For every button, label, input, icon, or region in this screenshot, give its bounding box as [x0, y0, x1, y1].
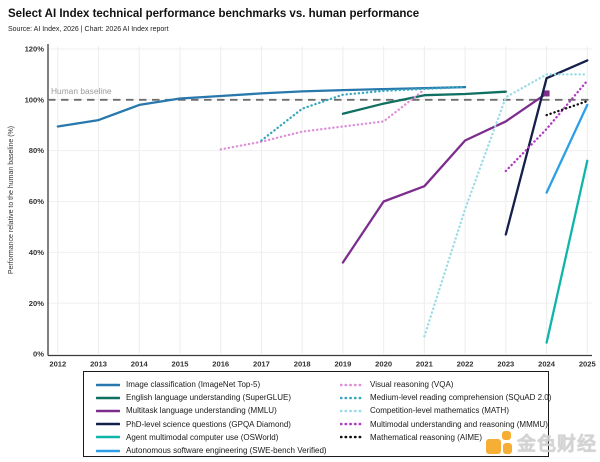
legend-swatch-icon	[340, 383, 364, 386]
legend-item: Mathematical reasoning (AIME)	[340, 431, 551, 444]
y-tick-label: 120%	[25, 45, 45, 54]
series-line	[341, 92, 548, 264]
x-tick-label: 2023	[497, 360, 514, 369]
y-axis-title: Performance relative to the human baseli…	[8, 126, 15, 274]
legend-item: Image classification (ImageNet Top-5)	[96, 378, 327, 391]
jinse-finance-logo-icon	[486, 430, 512, 456]
series-line	[260, 85, 467, 142]
x-tick-label: 2017	[253, 360, 270, 369]
legend-item-label: Autonomous software engineering (SWE-ben…	[126, 446, 327, 456]
legend-swatch-icon	[96, 396, 120, 400]
human-baseline-label: Human baseline	[51, 86, 112, 96]
legend-item: English language understanding (SuperGLU…	[96, 391, 327, 404]
x-tick-label: 2025	[579, 360, 597, 369]
legend-swatch-icon	[96, 422, 120, 426]
chart-source: Source: AI Index, 2026 | Chart: 2026 AI …	[8, 26, 169, 33]
legend-item-label: Visual reasoning (VQA)	[370, 380, 454, 390]
legend-item-label: Image classification (ImageNet Top-5)	[126, 380, 261, 390]
series-line	[56, 85, 467, 128]
x-tick-label: 2021	[416, 360, 434, 369]
series-line	[219, 88, 426, 151]
x-tick-label: 2016	[212, 360, 229, 369]
legend-swatch-icon	[96, 436, 120, 439]
legend-item-label: Agent multimodal computer use (OSWorld)	[126, 432, 279, 442]
x-tick-label: 2015	[172, 360, 190, 369]
series-line	[504, 59, 589, 236]
series-line	[341, 90, 507, 115]
legend-item-label: Multitask language understanding (MMLU)	[126, 406, 277, 416]
y-tick-label: 20%	[29, 299, 44, 308]
chart-title: Select AI Index technical performance be…	[8, 8, 420, 20]
legend-item: Autonomous software engineering (SWE-ben…	[96, 444, 327, 457]
y-tick-label: 100%	[25, 95, 45, 104]
legend-item: Medium-level reading comprehension (SQuA…	[340, 391, 551, 404]
x-tick-label: 2018	[294, 360, 311, 369]
watermark: 金色财经	[486, 429, 597, 456]
legend-column-left: Image classification (ImageNet Top-5) Eng…	[96, 378, 327, 457]
x-tick-label: 2022	[457, 360, 474, 369]
x-tick-label: 2013	[90, 360, 107, 369]
legend-item: Agent multimodal computer use (OSWorld)	[96, 431, 327, 444]
x-tick-label: 2012	[49, 360, 66, 369]
legend-swatch-icon	[340, 409, 364, 413]
series-end-marker	[543, 90, 550, 97]
legend-item: Competition-level mathematics (MATH)	[340, 404, 551, 417]
watermark-text: 金色财经	[517, 434, 598, 455]
x-tick-label: 2024	[538, 360, 556, 369]
series-line	[545, 103, 589, 194]
series-line	[545, 159, 589, 344]
legend-item-label: Multimodal understanding and reasoning (…	[370, 419, 548, 429]
series-line	[423, 73, 589, 338]
legend-swatch-icon	[96, 409, 120, 413]
legend-item: Visual reasoning (VQA)	[340, 378, 551, 391]
x-tick-label: 2020	[375, 360, 392, 369]
legend-item-label: Mathematical reasoning (AIME)	[370, 432, 483, 442]
series-line	[545, 99, 589, 117]
x-tick-label: 2014	[131, 360, 149, 369]
chart-legend: Image classification (ImageNet Top-5) Eng…	[83, 371, 551, 457]
y-tick-label: 40%	[29, 248, 44, 257]
legend-swatch-icon	[96, 449, 120, 452]
legend-swatch-icon	[340, 396, 364, 400]
legend-item-label: Competition-level mathematics (MATH)	[370, 406, 509, 416]
legend-item-label: PhD-level science questions (GPQA Diamon…	[126, 419, 291, 429]
legend-item-label: Medium-level reading comprehension (SQuA…	[370, 393, 552, 403]
legend-swatch-icon	[340, 422, 364, 426]
y-tick-label: 80%	[29, 146, 44, 155]
legend-column-right: Visual reasoning (VQA) Medium-level readi…	[340, 378, 551, 444]
series-line	[504, 79, 589, 173]
legend-item: Multitask language understanding (MMLU)	[96, 404, 327, 417]
legend-item: PhD-level science questions (GPQA Diamon…	[96, 418, 327, 431]
legend-item: Multimodal understanding and reasoning (…	[340, 418, 551, 431]
y-tick-label: 60%	[29, 197, 44, 206]
legend-swatch-icon	[96, 383, 120, 386]
x-tick-label: 2019	[334, 360, 351, 369]
legend-item-label: English language understanding (SuperGLU…	[126, 393, 291, 403]
legend-swatch-icon	[340, 436, 364, 439]
y-tick-label: 0%	[33, 350, 44, 359]
